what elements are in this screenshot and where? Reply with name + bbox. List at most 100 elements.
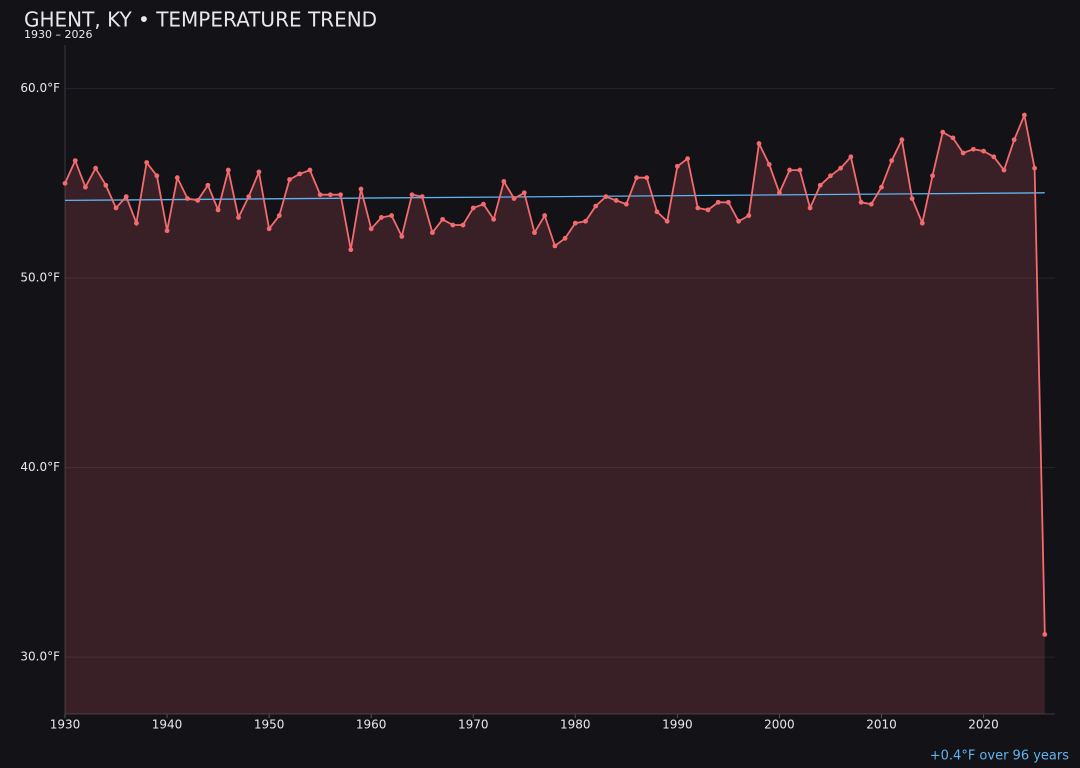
data-point [307, 167, 313, 173]
data-point [511, 196, 517, 201]
data-point [399, 234, 405, 239]
data-point [205, 182, 211, 188]
data-point [215, 207, 221, 213]
data-point [797, 167, 803, 173]
data-point [981, 148, 986, 154]
trend-annotation: +0.4°F over 96 years [930, 749, 1069, 764]
data-point [756, 141, 762, 146]
data-point [583, 218, 588, 224]
data-point [246, 194, 252, 200]
data-point [134, 220, 139, 226]
data-point [644, 175, 650, 181]
data-point [123, 194, 129, 200]
data-point [899, 137, 905, 143]
x-tick-label: 2010 [866, 718, 897, 732]
data-point [603, 194, 609, 200]
data-point [777, 190, 782, 196]
data-point [970, 146, 976, 152]
data-point [62, 180, 68, 186]
x-tick-label: 1930 [50, 718, 81, 732]
data-point [736, 218, 742, 224]
x-tick-label: 1960 [356, 718, 387, 732]
data-point [225, 167, 231, 173]
data-point [787, 167, 793, 173]
data-point [144, 160, 150, 165]
data-point [164, 228, 170, 234]
data-point [613, 198, 619, 203]
data-point [83, 184, 88, 190]
data-point [807, 205, 813, 211]
data-point [195, 198, 201, 203]
data-point [1011, 137, 1017, 143]
data-point [348, 247, 354, 253]
data-point [838, 165, 844, 171]
data-point [848, 154, 854, 160]
chart-subtitle: 1930 – 2026 [24, 28, 92, 41]
data-point [909, 196, 915, 201]
data-point [828, 173, 833, 179]
x-tick-label: 1990 [662, 718, 693, 732]
data-point [1042, 632, 1048, 637]
area [65, 115, 1045, 715]
data-point [317, 192, 323, 198]
x-tick-label: 1940 [152, 718, 183, 732]
data-point [378, 215, 384, 220]
data-point [368, 226, 374, 232]
data-point [593, 203, 599, 209]
data-point [113, 205, 119, 211]
data-point [481, 201, 486, 207]
data-point [440, 216, 446, 222]
data-point [256, 169, 262, 175]
data-point [276, 213, 282, 218]
y-tick-label: 40.0°F [20, 460, 60, 474]
data-point [409, 192, 415, 198]
data-point [72, 158, 78, 164]
y-tick-label: 50.0°F [20, 271, 60, 285]
data-point [674, 163, 680, 169]
data-point [868, 201, 874, 207]
data-point [1001, 167, 1007, 173]
data-point [287, 177, 292, 182]
data-point [930, 173, 935, 179]
y-tick-label: 30.0°F [20, 650, 60, 664]
data-point [766, 161, 772, 167]
data-point [858, 199, 864, 205]
data-point [470, 205, 476, 211]
data-point [521, 190, 527, 196]
data-point [185, 196, 190, 201]
data-point [236, 215, 241, 220]
x-tick-label: 1980 [560, 718, 591, 732]
data-point [889, 158, 895, 164]
data-point [960, 150, 966, 156]
data-point [460, 222, 466, 228]
data-point [705, 207, 711, 213]
data-point [430, 230, 435, 236]
data-point [726, 199, 731, 205]
data-point [174, 175, 180, 181]
data-point [879, 184, 884, 190]
x-tick-label: 2000 [764, 718, 795, 732]
data-point [817, 182, 823, 188]
data-point [501, 179, 507, 184]
data-point [338, 192, 343, 198]
data-point [389, 213, 394, 218]
trend-line [64, 192, 1045, 202]
data-point [1021, 112, 1027, 118]
data-point [450, 222, 456, 228]
data-point [327, 192, 333, 198]
data-point [715, 199, 721, 205]
data-point [634, 175, 639, 181]
data-point [1032, 165, 1037, 171]
x-tick-label: 1950 [254, 718, 285, 732]
data-point [491, 216, 497, 222]
data-point [266, 226, 272, 232]
data-point [746, 213, 752, 218]
chart-title: GHENT, KY • TEMPERATURE TREND [24, 8, 377, 32]
data-point [154, 173, 160, 179]
data-point [623, 201, 629, 207]
data-point [654, 209, 660, 215]
data-point [358, 186, 364, 192]
data-point [940, 129, 946, 135]
data-point [572, 220, 578, 226]
